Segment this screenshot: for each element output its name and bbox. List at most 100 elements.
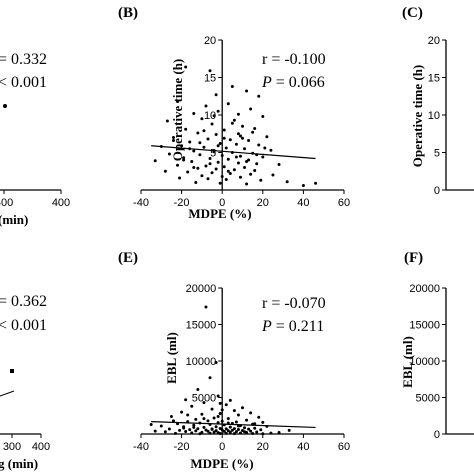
panel-b-point (198, 153, 202, 157)
left-top-xlabel: (min) (0, 212, 28, 227)
panel-b-point (243, 166, 247, 169)
panel-b-point (222, 128, 226, 132)
left-fragment-bottom: = 0.362 < 0.001 300 400 g (min) (0, 293, 50, 471)
panel-b-point (192, 112, 196, 115)
panel-e-point (200, 412, 204, 416)
panel-e-point (232, 432, 236, 436)
panel-e-xtick-label: 20 (257, 441, 269, 453)
panel-b-point (208, 157, 212, 160)
panel-b-point (285, 180, 289, 184)
panel-b-point (171, 139, 175, 142)
panel-b-point (216, 160, 220, 164)
panel-e-point (243, 426, 247, 430)
panel-b-p: P = 0.066 (261, 74, 325, 91)
panel-e-xtick-label: 60 (338, 441, 350, 453)
panel-b-xtick-label: 20 (257, 197, 269, 209)
panel-b-point (208, 162, 212, 166)
panel-e-point (184, 398, 188, 402)
panel-b-p-label: P (261, 74, 272, 91)
panel-e-xtick-label: 0 (219, 441, 225, 453)
panel-e-point (255, 430, 259, 434)
panel-e-point (194, 417, 198, 421)
panel-e-point (277, 431, 281, 435)
panel-b-point (247, 139, 251, 142)
panel-b-point (208, 69, 212, 73)
panel-b-point (194, 181, 198, 184)
panel-e-point (253, 426, 257, 430)
panel-e-ytick-label: 10000 (186, 356, 217, 368)
panel-b-label: (B) (118, 5, 138, 21)
panel-b-point (184, 65, 188, 69)
panel-e-point (234, 420, 238, 424)
panel-b-point (232, 168, 236, 172)
panel-e-point (253, 422, 257, 426)
panel-b-point (269, 148, 273, 152)
panel-b-point (249, 107, 253, 111)
panel-e-point (222, 429, 226, 433)
panel-b-point (186, 170, 190, 174)
panel-e-point (261, 432, 265, 436)
panel-e-point (159, 424, 163, 428)
panel-e-point (224, 431, 228, 435)
panel-f-ytick-label: 10000 (409, 356, 440, 368)
panel-e-scatter: (E) r = -0.070 P = 0.211 EBL (ml) MDPE (… (118, 250, 350, 471)
panel-b-point (182, 158, 186, 162)
panel-e-point (202, 417, 206, 421)
panel-b-ytick-label: 15 (204, 73, 216, 85)
panel-e-p-value: = 0.211 (272, 318, 324, 335)
panel-b-point (184, 127, 188, 131)
panel-b-point (263, 146, 267, 150)
panel-e-point (249, 411, 253, 415)
panel-e-point (224, 427, 228, 431)
panel-f-ytick-label: 20000 (409, 283, 440, 295)
panel-e-point (232, 427, 236, 431)
panel-e-point (226, 417, 230, 421)
panel-e-point (269, 431, 273, 435)
panel-b-point (204, 164, 208, 168)
panel-e-point (228, 398, 232, 402)
panel-b-point (257, 94, 261, 98)
panel-e-point (212, 430, 216, 434)
panel-b-point (230, 121, 234, 125)
panel-b-point (226, 102, 230, 106)
panel-e-point (214, 360, 218, 364)
panel-b-point (226, 169, 230, 173)
right-fragment-c: (C) 20 15 10 5 0 Operative time (h) (402, 5, 474, 197)
panel-b-point (245, 89, 249, 93)
panel-b-point (212, 114, 216, 118)
panel-b-point (214, 93, 218, 97)
panel-e-point (149, 423, 153, 427)
panel-b-scatter: (B) r = -0.100 P = 0.066 Operative time … (118, 5, 350, 221)
panel-b-point (238, 175, 242, 179)
panel-f-ytick-label: 15000 (409, 320, 440, 332)
panel-b-point (243, 147, 247, 151)
panel-b-point (214, 133, 218, 136)
panel-c-ytick-label: 0 (434, 185, 440, 197)
panel-b-trend-line (151, 145, 316, 160)
panel-e-xtick-label: 40 (297, 441, 309, 453)
panel-c-ylabel: Operative time (h) (410, 65, 425, 168)
panel-b-point (259, 178, 263, 182)
panel-b-point (220, 154, 224, 157)
panel-b-point (206, 177, 210, 181)
panel-b-point (226, 157, 230, 161)
panel-b-point (253, 169, 257, 172)
panel-e-point (188, 428, 192, 432)
panel-b-point (210, 171, 214, 175)
panel-e-point (194, 429, 198, 433)
panel-b-point (245, 160, 249, 163)
panel-e-point (190, 404, 194, 408)
panel-e-point (174, 431, 178, 435)
panel-e-p-label: P (261, 318, 272, 335)
panel-e-point (228, 430, 232, 434)
panel-e-xtick-label: -40 (133, 441, 149, 453)
panel-b-point (214, 167, 218, 171)
panel-e-point (251, 431, 255, 435)
panel-b-point (206, 137, 210, 141)
panel-e-point (196, 387, 200, 391)
panel-e-point (220, 408, 224, 412)
panel-e-point (261, 420, 265, 424)
panel-b-point (192, 166, 196, 169)
panel-e-point (169, 414, 173, 418)
